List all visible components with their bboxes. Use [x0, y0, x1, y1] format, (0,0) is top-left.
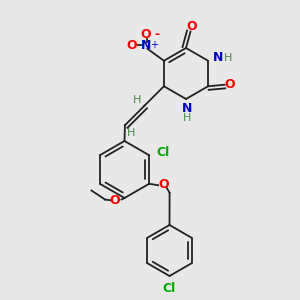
Text: H: H: [133, 95, 141, 105]
Text: H: H: [183, 112, 192, 123]
Text: H: H: [224, 53, 233, 63]
Text: +: +: [150, 40, 158, 50]
Text: Cl: Cl: [157, 146, 170, 159]
Text: O: O: [141, 28, 151, 41]
Text: Cl: Cl: [163, 282, 176, 295]
Text: N: N: [141, 39, 151, 52]
Text: O: O: [158, 178, 169, 191]
Text: N: N: [212, 51, 223, 64]
Text: -: -: [154, 28, 160, 41]
Text: O: O: [127, 39, 137, 52]
Text: O: O: [110, 194, 120, 207]
Text: O: O: [187, 20, 197, 33]
Text: O: O: [225, 78, 235, 91]
Text: N: N: [182, 102, 193, 115]
Text: H: H: [127, 128, 135, 138]
